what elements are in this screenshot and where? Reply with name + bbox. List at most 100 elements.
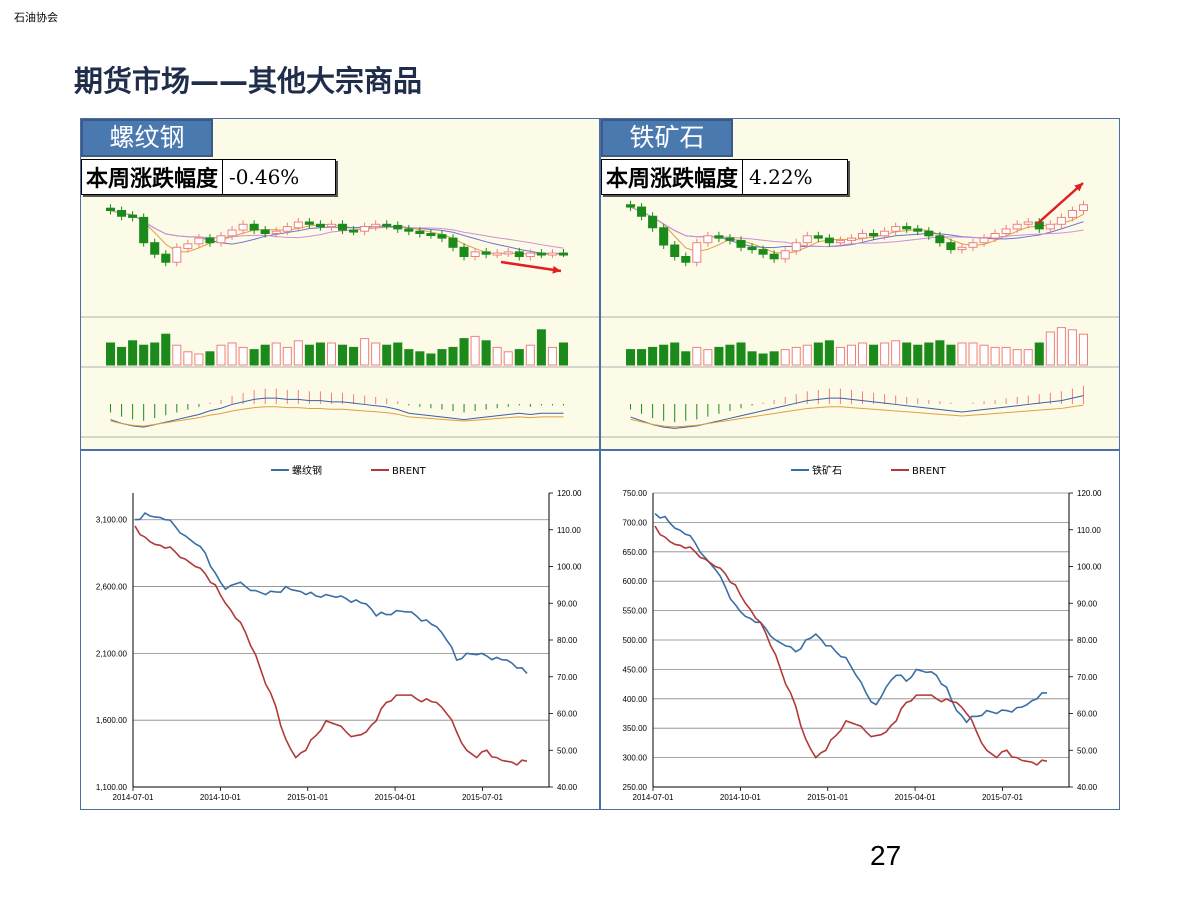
volume-bar	[758, 353, 768, 366]
candle	[514, 251, 524, 257]
candle	[150, 242, 160, 255]
volume-bar	[238, 346, 248, 366]
x-tick-label: 2015-07-01	[462, 793, 503, 802]
candle	[780, 250, 790, 260]
y-right-tick-label: 70.00	[1077, 673, 1098, 682]
volume-bar	[747, 351, 757, 366]
y-left-tick-label: 550.00	[623, 607, 648, 616]
volume-bar	[802, 344, 812, 366]
candle	[1023, 221, 1033, 225]
y-left-tick-label: 600.00	[623, 577, 648, 586]
candle	[824, 237, 834, 244]
candle	[117, 210, 127, 217]
candle	[128, 214, 138, 218]
candle	[736, 239, 746, 248]
macd-dif-line	[110, 397, 564, 428]
volume-bar	[470, 335, 480, 366]
candle	[459, 246, 469, 258]
volume-bar	[1067, 329, 1077, 366]
volume-bar	[393, 342, 403, 366]
candle	[935, 235, 945, 244]
legend-label: BRENT	[912, 466, 947, 477]
volume-bar	[326, 342, 336, 366]
volume-bar	[227, 342, 237, 366]
y-left-tick-label: 400.00	[623, 695, 648, 704]
candle	[139, 216, 149, 244]
volume-bar	[626, 349, 636, 366]
volume-bar	[681, 351, 691, 366]
weekly-change-label: 本周涨跌幅度	[82, 160, 224, 194]
trend-arrow-head	[552, 265, 561, 274]
volume-bar	[271, 342, 281, 366]
y-left-tick-label: 3,100.00	[96, 516, 128, 525]
weekly-change-value: -0.46%	[229, 165, 300, 189]
volume-bar	[216, 344, 226, 366]
candle	[293, 221, 303, 229]
y-right-tick-label: 120.00	[1077, 489, 1102, 498]
line-chart-ironore-vs-brent: 250.00 300.00 350.00 400.00 450.00 500.00 550.…	[600, 450, 1120, 810]
candle	[880, 230, 890, 237]
y-left-tick-label: 700.00	[623, 518, 648, 527]
volume-bar	[547, 346, 557, 366]
candle	[371, 223, 381, 228]
volume-bar	[1056, 327, 1066, 366]
candle	[503, 251, 513, 255]
x-tick-label: 2014-07-01	[633, 793, 674, 802]
volume-bar	[946, 344, 956, 366]
volume-bar	[459, 338, 469, 366]
y-right-tick-label: 40.00	[557, 783, 578, 792]
line-chart-svg-rebar: 1,100.00 1,600.00 2,100.00 2,600.00 3,100.00…	[96, 464, 582, 802]
volume-bar	[670, 342, 680, 366]
x-tick-label: 2015-04-01	[895, 793, 936, 802]
y-left-tick-label: 1,100.00	[96, 783, 128, 792]
candle	[681, 256, 691, 263]
volume-bar	[558, 342, 569, 366]
candle	[271, 230, 281, 234]
candle	[1012, 223, 1022, 230]
candle	[1056, 216, 1066, 225]
candle	[913, 228, 923, 232]
candle	[547, 252, 557, 256]
candle	[1067, 210, 1077, 218]
candle	[869, 233, 879, 237]
candle	[648, 215, 658, 229]
y-left-tick-label: 350.00	[623, 724, 648, 733]
candle	[957, 246, 967, 251]
candle	[725, 237, 735, 241]
volume-bar	[902, 342, 912, 366]
volume-bar	[481, 340, 491, 366]
candle	[692, 242, 702, 263]
volume-bar	[703, 349, 713, 366]
y-right-tick-label: 90.00	[557, 599, 578, 608]
y-right-tick-label: 100.00	[1077, 563, 1102, 572]
volume-bar	[1023, 349, 1033, 366]
volume-bar	[503, 351, 513, 366]
candle	[536, 252, 546, 256]
volume-bar	[139, 344, 149, 366]
volume-bar	[846, 344, 856, 366]
volume-bar	[117, 346, 127, 366]
x-tick-label: 2014-10-01	[200, 793, 241, 802]
y-right-tick-label: 60.00	[557, 710, 578, 719]
volume-bar	[736, 342, 746, 366]
volume-bar	[1078, 333, 1089, 366]
page-number: 27	[870, 840, 902, 871]
candle	[304, 221, 314, 225]
legend-label: 铁矿石	[812, 464, 842, 477]
candle	[106, 207, 116, 211]
volume-bar	[813, 342, 823, 366]
volume-bar	[205, 351, 215, 366]
volume-bar	[514, 349, 524, 366]
candle	[260, 229, 270, 235]
y-left-tick-label: 750.00	[623, 489, 648, 498]
series-line-brent	[654, 525, 1048, 766]
legend-label: 螺纹钢	[292, 464, 322, 477]
candle	[1045, 223, 1055, 230]
candle	[802, 235, 812, 244]
candle	[415, 230, 425, 234]
volume-bar	[426, 353, 436, 366]
volume-bar	[282, 346, 292, 366]
x-tick-label: 2014-07-01	[113, 793, 154, 802]
volume-bar	[968, 342, 978, 366]
kline-chart-rebar	[81, 204, 599, 438]
